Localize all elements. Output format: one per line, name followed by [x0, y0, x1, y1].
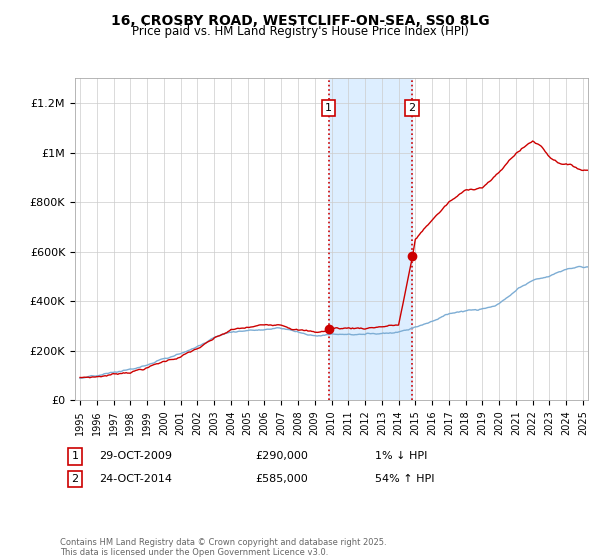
Text: 54% ↑ HPI: 54% ↑ HPI	[375, 474, 434, 484]
Text: 16, CROSBY ROAD, WESTCLIFF-ON-SEA, SS0 8LG: 16, CROSBY ROAD, WESTCLIFF-ON-SEA, SS0 8…	[110, 14, 490, 28]
Bar	[329, 78, 412, 400]
Text: 1: 1	[71, 451, 79, 461]
Text: £585,000: £585,000	[255, 474, 308, 484]
Text: 1: 1	[325, 103, 332, 113]
Text: 1% ↓ HPI: 1% ↓ HPI	[375, 451, 427, 461]
Text: 2: 2	[71, 474, 79, 484]
Text: Price paid vs. HM Land Registry's House Price Index (HPI): Price paid vs. HM Land Registry's House …	[131, 25, 469, 38]
Text: 2: 2	[409, 103, 416, 113]
Text: Contains HM Land Registry data © Crown copyright and database right 2025.
This d: Contains HM Land Registry data © Crown c…	[60, 538, 386, 557]
Text: £290,000: £290,000	[255, 451, 308, 461]
Text: 29-OCT-2009: 29-OCT-2009	[99, 451, 172, 461]
Text: 24-OCT-2014: 24-OCT-2014	[99, 474, 172, 484]
